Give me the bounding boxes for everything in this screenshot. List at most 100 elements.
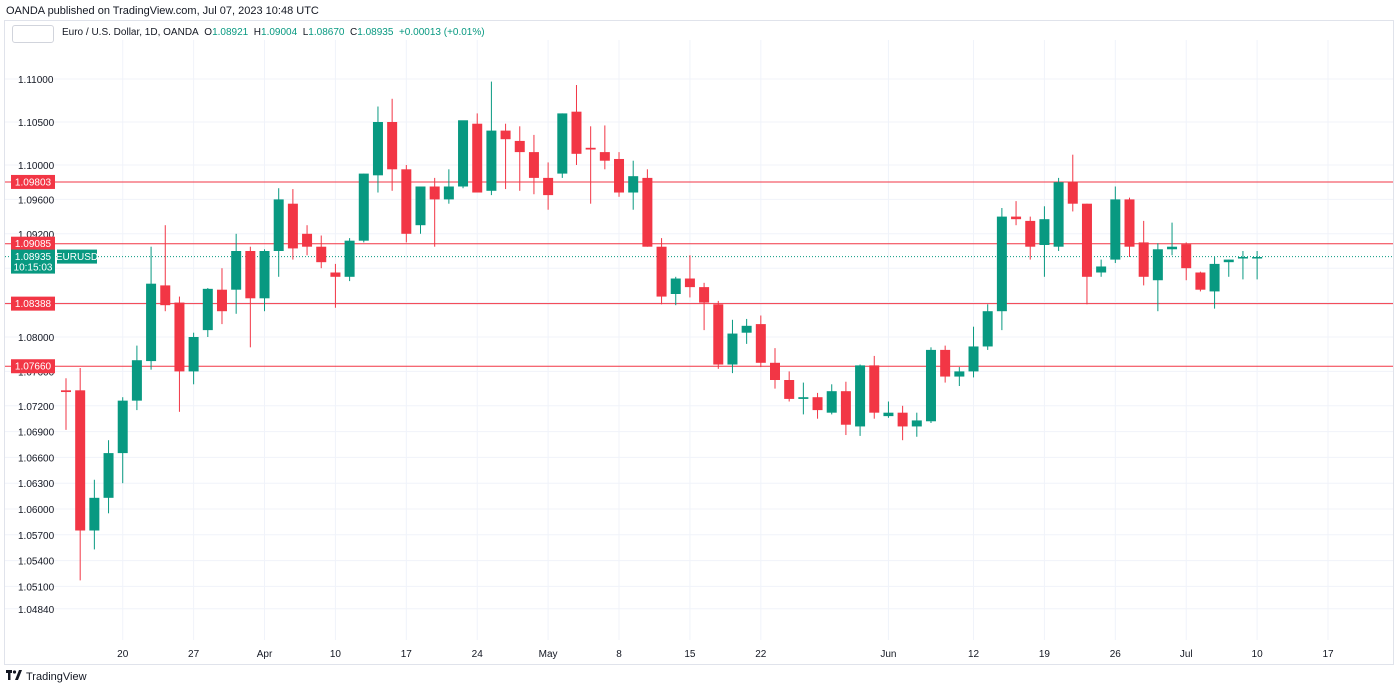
candle-body bbox=[358, 173, 369, 241]
symbol-tag bbox=[57, 249, 97, 264]
candle-body bbox=[458, 120, 469, 187]
candle-body bbox=[557, 113, 568, 174]
level-price-label: 1.07660 bbox=[15, 362, 52, 373]
candle-body bbox=[826, 391, 837, 413]
level-price-tag bbox=[11, 359, 55, 374]
tradingview-logo-icon bbox=[6, 670, 22, 683]
chart-frame bbox=[4, 20, 1394, 665]
candle-body bbox=[755, 324, 766, 363]
candle-body bbox=[869, 365, 880, 413]
x-tick-label: 10 bbox=[330, 649, 342, 660]
candle-body bbox=[103, 453, 114, 498]
candle-body bbox=[699, 287, 710, 303]
published-caption: OANDA published on TradingView.com, Jul … bbox=[6, 5, 319, 17]
candle-body bbox=[770, 362, 780, 380]
candle-body bbox=[387, 122, 398, 170]
candle-body bbox=[1025, 220, 1036, 247]
candle-body bbox=[372, 122, 383, 176]
candle-body bbox=[911, 420, 922, 427]
candle-body bbox=[628, 176, 639, 193]
candle-body bbox=[528, 152, 539, 178]
symbol-tag-label: EURUSD bbox=[56, 252, 98, 263]
candle-body bbox=[75, 390, 86, 531]
candle-body bbox=[656, 246, 667, 297]
candle-body bbox=[599, 152, 610, 161]
level-price-tag bbox=[11, 174, 55, 189]
level-price-label: 1.09803 bbox=[15, 177, 52, 188]
y-tick-label: 1.05400 bbox=[18, 557, 55, 568]
y-tick-label: 1.06600 bbox=[18, 453, 55, 464]
candle-body bbox=[940, 349, 951, 377]
y-tick-label: 1.10500 bbox=[18, 118, 55, 129]
candle-body bbox=[1039, 219, 1050, 245]
ohlc-legend: Euro / U.S. Dollar, 1D, OANDA O1.08921 H… bbox=[62, 27, 485, 38]
y-tick-label: 1.06900 bbox=[18, 428, 55, 439]
candle-body bbox=[443, 186, 454, 200]
candle-body bbox=[713, 304, 724, 365]
open-value: 1.08921 bbox=[212, 27, 249, 38]
candle-body bbox=[670, 278, 681, 294]
x-tick-label: Jul bbox=[1180, 649, 1193, 660]
candle-body bbox=[245, 251, 256, 299]
candle-body bbox=[415, 186, 426, 226]
candle-body bbox=[316, 246, 327, 263]
candle-body bbox=[330, 272, 341, 277]
low-value: 1.08670 bbox=[308, 27, 345, 38]
x-tick-label: Apr bbox=[257, 649, 273, 660]
last-price-label: 1.08935 bbox=[15, 252, 52, 263]
candle-body bbox=[472, 123, 483, 193]
candle-body bbox=[216, 289, 227, 312]
x-tick-label: 22 bbox=[755, 649, 767, 660]
candle-body bbox=[571, 111, 582, 154]
x-tick-label: 17 bbox=[401, 649, 413, 660]
candle-body bbox=[89, 497, 100, 531]
x-tick-label: 27 bbox=[188, 649, 200, 660]
x-tick-label: 10 bbox=[1252, 649, 1264, 660]
candle-body bbox=[925, 349, 936, 422]
y-tick-label: 1.08000 bbox=[18, 333, 55, 344]
candle-body bbox=[585, 147, 596, 150]
candle-body bbox=[514, 140, 525, 153]
candle-body bbox=[727, 333, 738, 365]
candle-body bbox=[344, 240, 355, 277]
y-tick-label: 1.06300 bbox=[18, 479, 55, 490]
candle-body bbox=[1124, 199, 1135, 247]
candle-body bbox=[1252, 257, 1263, 259]
candle-body bbox=[982, 311, 993, 347]
candle-body bbox=[741, 325, 752, 333]
candle-body bbox=[897, 412, 908, 427]
y-tick-label: 1.05100 bbox=[18, 582, 55, 593]
candle-body bbox=[996, 216, 1007, 312]
candle-body bbox=[1195, 272, 1206, 290]
close-value: 1.08935 bbox=[357, 27, 394, 38]
candle-body bbox=[1237, 257, 1248, 259]
close-label: C bbox=[350, 27, 358, 38]
level-price-tag bbox=[11, 296, 55, 311]
x-tick-label: 20 bbox=[117, 649, 129, 660]
legend-toggle-button[interactable] bbox=[12, 25, 54, 43]
x-tick-label: Jun bbox=[880, 649, 896, 660]
candle-body bbox=[1011, 216, 1022, 220]
y-tick-label: 1.09600 bbox=[18, 195, 55, 206]
candle-body bbox=[1167, 246, 1178, 250]
candle-body bbox=[500, 130, 511, 140]
high-label: H bbox=[253, 27, 262, 38]
x-tick-label: 17 bbox=[1322, 649, 1334, 660]
x-tick-label: 15 bbox=[684, 649, 696, 660]
candle-body bbox=[486, 130, 497, 191]
x-tick-label: 26 bbox=[1110, 649, 1122, 660]
candle-body bbox=[146, 283, 157, 362]
candle-body bbox=[1152, 249, 1163, 281]
candle-body bbox=[1067, 182, 1078, 204]
x-tick-label: 24 bbox=[472, 649, 484, 660]
footer-brand: TradingView bbox=[26, 670, 87, 683]
candle-body bbox=[273, 199, 284, 251]
candle-body bbox=[543, 177, 554, 196]
footer: TradingView bbox=[6, 670, 87, 683]
high-value: 1.09004 bbox=[261, 27, 298, 38]
x-tick-label: 19 bbox=[1039, 649, 1051, 660]
candle-body bbox=[855, 365, 866, 427]
last-price-tag bbox=[11, 249, 55, 274]
candle-body bbox=[1096, 266, 1107, 273]
